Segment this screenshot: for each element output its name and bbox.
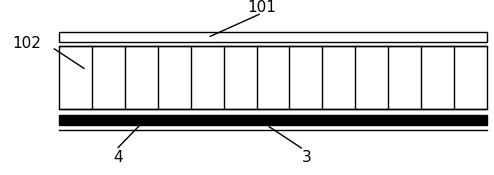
Bar	[59, 32, 487, 42]
Text: 4: 4	[114, 150, 124, 165]
Text: 101: 101	[247, 0, 276, 15]
Text: 3: 3	[301, 150, 311, 165]
Bar	[59, 115, 487, 125]
Text: 102: 102	[13, 36, 41, 51]
Bar	[59, 46, 487, 108]
